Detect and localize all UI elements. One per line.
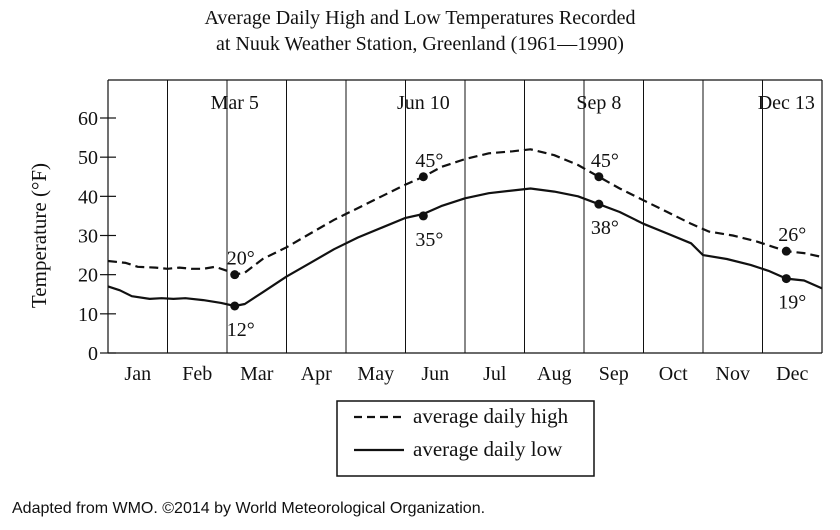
x-tick-label: Aug <box>537 363 571 385</box>
y-tick-label: 50 <box>78 147 98 169</box>
data-label: 38° <box>591 217 619 239</box>
x-tick-label: Jul <box>483 363 507 385</box>
low-series-line <box>107 187 823 308</box>
x-tick-label: Dec <box>776 363 808 385</box>
chart-title-line: Average Daily High and Low Temperatures … <box>204 7 635 29</box>
marker-date-label: Jun 10 <box>397 92 450 114</box>
y-tick-label: 60 <box>78 108 98 130</box>
y-tick-label: 20 <box>78 265 98 287</box>
y-tick-label: 10 <box>78 304 98 326</box>
marker-date-label: Sep 8 <box>576 92 621 114</box>
data-point <box>781 246 791 256</box>
legend-label: average daily high <box>413 404 569 428</box>
data-point <box>230 270 240 280</box>
x-tick-label: Apr <box>301 363 332 385</box>
x-tick-label: Mar <box>240 363 274 385</box>
legend-box <box>336 400 595 477</box>
data-point <box>594 172 604 182</box>
data-label: 12° <box>227 319 255 341</box>
x-tick-label: Jun <box>421 363 449 385</box>
marker-date-label: Dec 13 <box>758 92 815 114</box>
data-label: 26° <box>778 224 806 246</box>
data-point <box>418 211 428 221</box>
data-label: 45° <box>591 150 619 172</box>
marker-date-label: Mar 5 <box>211 92 259 114</box>
x-tick-label: Feb <box>182 363 212 385</box>
data-label: 45° <box>415 150 443 172</box>
data-point <box>781 274 791 284</box>
y-tick-label: 40 <box>78 186 98 208</box>
data-point <box>418 172 428 182</box>
data-label: 35° <box>415 229 443 251</box>
x-tick-label: May <box>357 363 394 385</box>
y-tick-label: 0 <box>88 343 98 365</box>
legend-label: average daily low <box>413 437 563 461</box>
data-point <box>230 301 240 311</box>
data-label: 20° <box>227 248 255 270</box>
data-point <box>594 199 604 209</box>
x-tick-label: Nov <box>716 363 750 385</box>
y-tick-label: 30 <box>78 226 98 248</box>
source-caption: Adapted from WMO. ©2014 by World Meteoro… <box>12 500 486 517</box>
data-label: 19° <box>778 292 806 314</box>
x-tick-label: Sep <box>599 363 629 385</box>
x-tick-label: Oct <box>659 363 688 385</box>
y-axis-title: Temperature (°F) <box>27 163 51 308</box>
chart-title-line: at Nuuk Weather Station, Greenland (1961… <box>216 33 624 55</box>
x-tick-label: Jan <box>124 363 151 385</box>
